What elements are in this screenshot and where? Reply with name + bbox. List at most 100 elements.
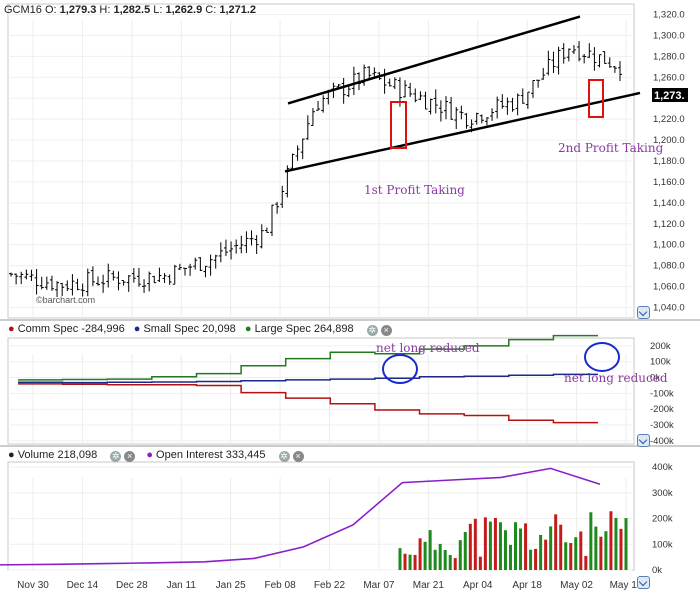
gear-icon[interactable]: ✲ [278,451,290,462]
y-tick-label: 1,260.0 [653,72,685,83]
volume-bar [458,540,462,570]
annotation-1st-profit-taking: 1st Profit Taking [364,183,465,197]
y-tick-label: 1,080.0 [653,261,685,272]
x-tick-label: Mar 21 [413,580,445,591]
trend-channel-lower [284,91,641,173]
watermark: ©barchart.com [36,295,95,305]
x-tick-label: May 02 [560,580,593,591]
gear-icon[interactable]: ✲ [366,325,378,336]
panel2-scroll-button[interactable] [637,434,650,447]
x-tick-label: Nov 30 [17,580,49,591]
volume-bar [483,517,487,570]
high-value: 1,282.5 [113,4,151,16]
y-tick-label: 1,220.0 [653,114,685,125]
volume-bar [514,522,518,570]
x-tick-label: Apr 18 [512,580,542,591]
y-tick-label: 1,320.0 [653,9,685,20]
volume-bar [503,530,507,570]
volume-legend: ● Volume 218,098 ✲ × ● Open Interest 333,… [8,449,304,462]
volume-bars [398,511,628,570]
close-icon[interactable]: × [380,325,392,336]
open-interest-legend[interactable]: ● Open Interest 333,445 [146,449,266,461]
volume-bar [604,531,608,570]
volume-bar [554,514,558,570]
y-tick-label: -400k [650,436,674,447]
open-label: O: [44,4,57,16]
annotation-net-long-reduced-1: net long reduced [376,341,480,355]
volume-bar [478,556,482,570]
y-tick-label: 1,060.0 [653,282,685,293]
small-spec-legend[interactable]: ● Small Spec 20,098 [133,323,236,335]
volume-bar [433,549,437,570]
y-tick-label: -200k [650,404,674,415]
last-price-tag-bg [652,88,688,102]
cot-series-comm-spec [18,383,598,424]
x-tick-label: Feb 08 [265,580,297,591]
x-tick-label: Dec 28 [116,580,148,591]
volume-bar [574,537,578,570]
volume-bar [398,548,402,570]
large-spec-legend[interactable]: ● Large Spec 264,898 [244,323,354,335]
panel3-scroll-button[interactable] [637,576,650,589]
x-tick-label: Feb 22 [314,580,346,591]
low-label: L: [153,4,163,16]
volume-bar [534,548,538,570]
close-value: 1,271.2 [219,4,257,16]
cot-series-small-spec [18,373,598,384]
volume-bar [428,530,432,570]
panel1-scroll-button[interactable] [637,306,650,319]
volume-bar [579,531,583,570]
gear-icon[interactable]: ✲ [110,451,122,462]
low-value: 1,262.9 [165,4,203,16]
cot-series-large-spec [18,334,598,381]
volume-bar [423,541,427,570]
volume-bar [508,544,512,570]
volume-bar [438,543,442,570]
volume-bar [564,542,568,570]
volume-bar [539,534,543,570]
close-icon[interactable]: × [124,451,136,462]
y-tick-label: 1,040.0 [653,303,685,314]
y-tick-label: 1,160.0 [653,177,685,188]
close-icon[interactable]: × [292,451,304,462]
comm-spec-legend[interactable]: ● Comm Spec -284,996 [8,323,125,335]
ohlc-bars [9,41,622,298]
net-long-circle-2 [584,342,620,372]
y-tick-label: 400k [652,462,673,473]
panel-frame [7,337,635,445]
volume-legend-item[interactable]: ● Volume 218,098 [8,449,98,461]
volume-bar [519,528,523,570]
y-tick-label: 1,140.0 [653,198,685,209]
volume-bar [594,526,598,570]
volume-bar [559,524,563,570]
volume-bar [624,518,628,570]
volume-bar [418,538,422,570]
y-tick-label: 100k [650,357,671,368]
volume-bar [599,536,603,570]
volume-bar [584,555,588,570]
y-tick-label: 0k [652,565,662,576]
x-tick-label: Jan 25 [216,580,246,591]
cot-legend: ● Comm Spec -284,996 ● Small Spec 20,098… [8,323,392,336]
volume-bar [529,549,533,570]
volume-bar [614,517,618,570]
annotation-net-long-reduced-2: net long reduced [564,371,668,385]
volume-bar [488,521,492,570]
trend-channel-upper [287,15,581,105]
net-long-circle-1 [382,354,418,384]
x-tick-label: Mar 07 [363,580,395,591]
profit-taking-box-2 [588,79,604,118]
y-tick-label: 200k [652,514,673,525]
volume-bar [544,539,548,570]
volume-bar [473,518,477,570]
volume-bar [569,543,573,570]
y-tick-label: 1,300.0 [653,30,685,41]
volume-bar [589,512,593,570]
x-tick-label: Jan 11 [167,580,197,591]
y-tick-label: 100k [652,539,673,550]
open-value: 1,279.3 [59,4,97,16]
volume-bar [443,550,447,570]
annotation-2nd-profit-taking: 2nd Profit Taking [558,141,664,155]
